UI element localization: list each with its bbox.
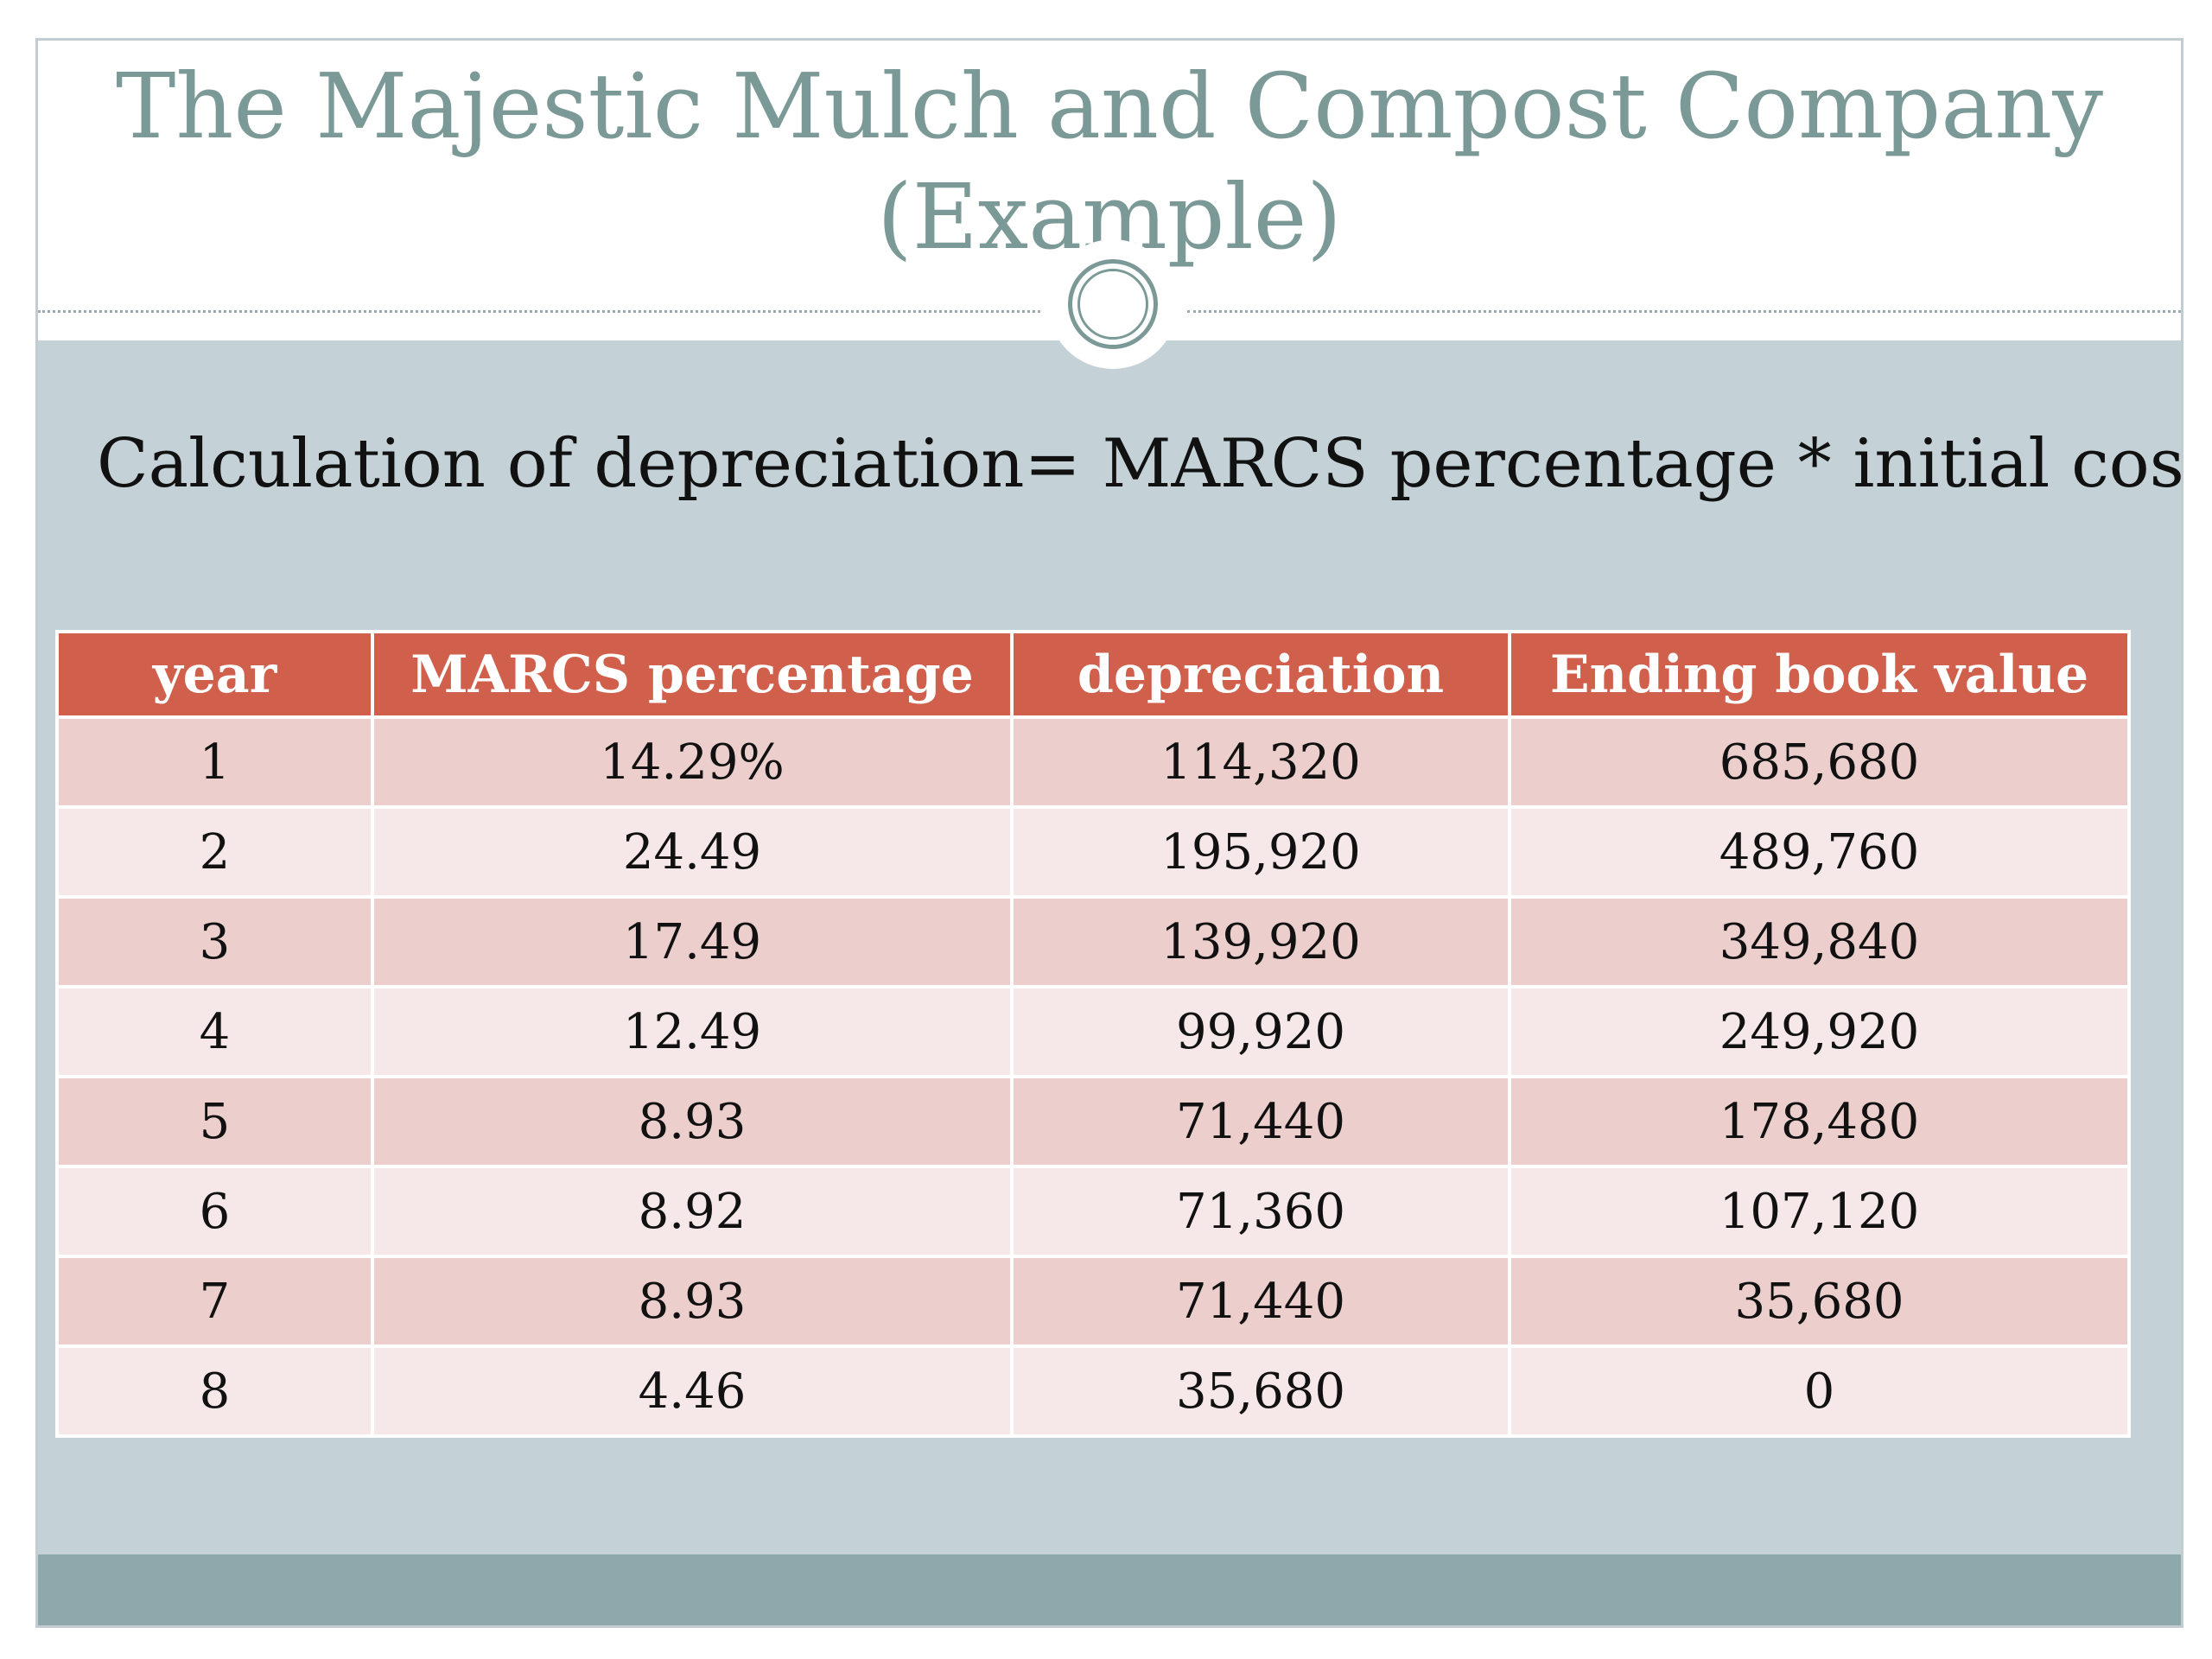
title-divider-left [38, 310, 1040, 313]
table-row: 2 24.49 195,920 489,760 [55, 805, 2131, 899]
depreciation-cell: 139,920 [1010, 895, 1511, 988]
table-row: 4 12.49 99,920 249,920 [55, 985, 2131, 1078]
year-cell: 7 [55, 1255, 374, 1348]
ending-book-value-cell: 178,480 [1508, 1075, 2131, 1168]
depreciation-cell: 71,360 [1010, 1165, 1511, 1258]
formula-text: Calculation of depreciation= MARCS perce… [97, 425, 2183, 503]
header-marcs-percentage: MARCS percentage [371, 630, 1014, 719]
circle-ring [1068, 259, 1158, 349]
footer-band [38, 1554, 2181, 1625]
marcs-percentage-cell: 8.92 [371, 1165, 1014, 1258]
marcs-percentage-cell: 14.29% [371, 715, 1014, 809]
ending-book-value-cell: 349,840 [1508, 895, 2131, 988]
ending-book-value-cell: 685,680 [1508, 715, 2131, 809]
marcs-percentage-cell: 8.93 [371, 1255, 1014, 1348]
marcs-percentage-cell: 17.49 [371, 895, 1014, 988]
year-cell: 6 [55, 1165, 374, 1258]
ending-book-value-cell: 0 [1508, 1344, 2131, 1438]
table-row: 1 14.29% 114,320 685,680 [55, 715, 2131, 809]
year-cell: 1 [55, 715, 374, 809]
table-row: 3 17.49 139,920 349,840 [55, 895, 2131, 988]
table-row: 6 8.92 71,360 107,120 [55, 1165, 2131, 1258]
depreciation-cell: 99,920 [1010, 985, 1511, 1078]
marcs-percentage-cell: 12.49 [371, 985, 1014, 1078]
table-row: 5 8.93 71,440 178,480 [55, 1075, 2131, 1168]
marcs-percentage-cell: 8.93 [371, 1075, 1014, 1168]
ending-book-value-cell: 35,680 [1508, 1255, 2131, 1348]
year-cell: 5 [55, 1075, 374, 1168]
ending-book-value-cell: 489,760 [1508, 805, 2131, 899]
depreciation-cell: 71,440 [1010, 1255, 1511, 1348]
depreciation-cell: 195,920 [1010, 805, 1511, 899]
depreciation-table: year MARCS percentage depreciation Endin… [55, 630, 2131, 1438]
marcs-percentage-cell: 4.46 [371, 1344, 1014, 1438]
title-divider-right [1187, 310, 2181, 313]
title-line-1: The Majestic Mulch and Compost Company [116, 54, 2103, 159]
table-header-row: year MARCS percentage depreciation Endin… [55, 630, 2131, 719]
ending-book-value-cell: 249,920 [1508, 985, 2131, 1078]
year-cell: 4 [55, 985, 374, 1078]
depreciation-table-container: year MARCS percentage depreciation Endin… [55, 630, 2131, 1438]
year-cell: 8 [55, 1344, 374, 1438]
table-row: 8 4.46 35,680 0 [55, 1344, 2131, 1438]
depreciation-cell: 71,440 [1010, 1075, 1511, 1168]
slide: The Majestic Mulch and Compost Company (E… [35, 38, 2183, 1628]
marcs-percentage-cell: 24.49 [371, 805, 1014, 899]
depreciation-cell: 114,320 [1010, 715, 1511, 809]
depreciation-cell: 35,680 [1010, 1344, 1511, 1438]
header-ending-book-value: Ending book value [1508, 630, 2131, 719]
table-row: 7 8.93 71,440 35,680 [55, 1255, 2131, 1348]
circle-ornament-icon [1048, 239, 1178, 369]
year-cell: 2 [55, 805, 374, 899]
header-year: year [55, 630, 374, 719]
header-depreciation: depreciation [1010, 630, 1511, 719]
ending-book-value-cell: 107,120 [1508, 1165, 2131, 1258]
year-cell: 3 [55, 895, 374, 988]
slide-title: The Majestic Mulch and Compost Company (E… [38, 51, 2181, 272]
